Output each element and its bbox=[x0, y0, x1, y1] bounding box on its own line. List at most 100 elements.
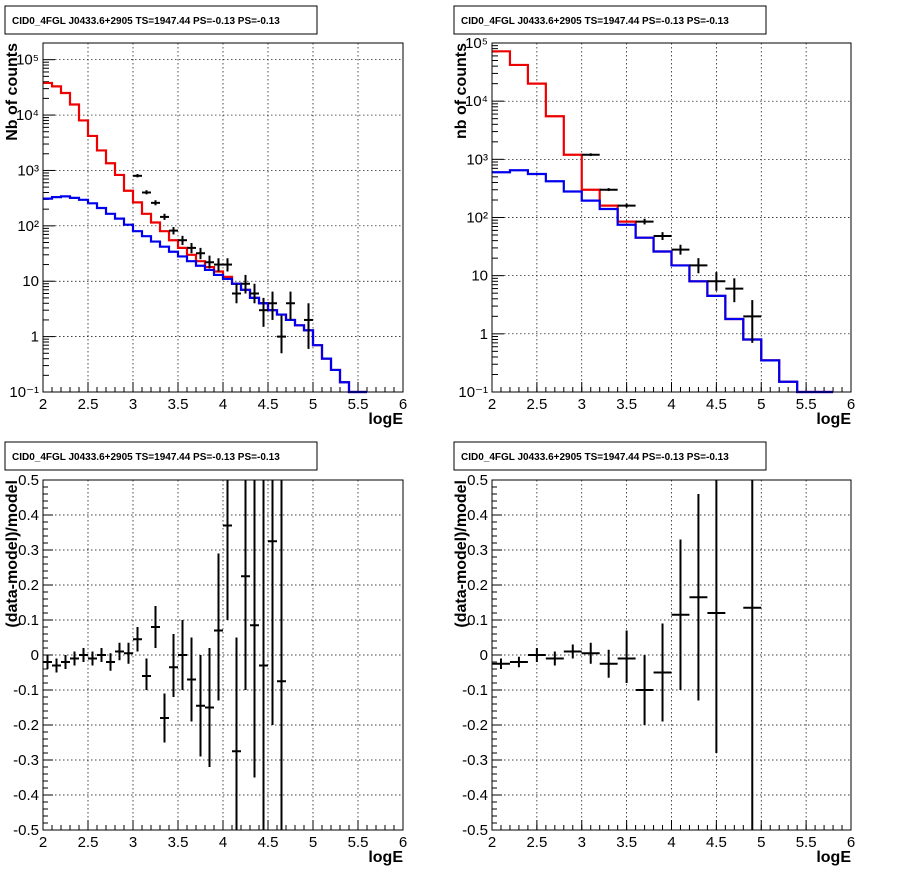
y-tick-label: -0.1 bbox=[462, 682, 488, 699]
data-point bbox=[151, 200, 160, 206]
data-point bbox=[635, 655, 654, 725]
chart-title: CID0_4FGL J0433.6+2905 TS=1947.44 PS=-0.… bbox=[12, 452, 280, 463]
y-tick-label: 0 bbox=[31, 647, 39, 664]
data-point bbox=[527, 648, 546, 662]
data-point bbox=[124, 642, 133, 664]
y-tick-label: 10³ bbox=[466, 151, 488, 168]
data-point bbox=[241, 274, 250, 294]
data-point bbox=[223, 258, 232, 272]
data-point bbox=[169, 634, 178, 697]
data-point bbox=[743, 300, 762, 343]
x-tick-label: 3 bbox=[129, 834, 137, 851]
x-tick-label: 5 bbox=[309, 396, 317, 413]
data-point bbox=[599, 649, 618, 678]
model-histogram-blue bbox=[43, 195, 367, 394]
data-point bbox=[250, 283, 259, 304]
x-axis-label: logE bbox=[816, 849, 851, 866]
data-point bbox=[509, 656, 528, 668]
data-point bbox=[142, 658, 151, 690]
data-point bbox=[133, 174, 142, 178]
data-point bbox=[178, 235, 187, 246]
y-axis-label: (data-model)/model bbox=[4, 480, 21, 628]
y-tick-label: 0.5 bbox=[18, 472, 39, 489]
data-point bbox=[671, 539, 690, 690]
data-point bbox=[223, 480, 232, 620]
plot-area bbox=[492, 480, 851, 830]
y-tick-label: 0.2 bbox=[18, 577, 39, 594]
x-tick-label: 2 bbox=[488, 834, 496, 851]
chart-panel-1: CID0_4FGL J0433.6+2905 TS=1947.44 PS=-0.… bbox=[4, 5, 407, 428]
data-point bbox=[214, 258, 223, 272]
data-point bbox=[196, 247, 205, 260]
data-point bbox=[160, 213, 169, 220]
title-box bbox=[453, 441, 767, 471]
y-tick-label: 0 bbox=[480, 647, 488, 664]
y-tick-label: 10² bbox=[466, 210, 488, 227]
x-tick-label: 2 bbox=[39, 396, 47, 413]
y-tick-label: -0.4 bbox=[13, 787, 39, 804]
data-point bbox=[689, 258, 708, 274]
data-point bbox=[178, 620, 187, 690]
y-tick-label: 0.2 bbox=[467, 577, 488, 594]
x-tick-label: 2 bbox=[488, 396, 496, 413]
x-tick-label: 5.5 bbox=[348, 834, 369, 851]
data-point bbox=[106, 653, 115, 671]
data-point bbox=[259, 480, 268, 830]
y-tick-label: -0.2 bbox=[462, 717, 488, 734]
y-tick-label: 0.3 bbox=[18, 542, 39, 559]
plot-area bbox=[43, 43, 403, 392]
y-tick-label: 0.5 bbox=[467, 472, 488, 489]
x-tick-label: 3.5 bbox=[616, 396, 637, 413]
data-point bbox=[196, 655, 205, 757]
data-point bbox=[70, 651, 79, 666]
data-point bbox=[581, 642, 600, 664]
data-point bbox=[214, 553, 223, 701]
data-point bbox=[187, 637, 196, 722]
y-tick-label: 0.4 bbox=[18, 507, 39, 524]
plot-frame bbox=[42, 479, 404, 831]
data-point bbox=[617, 203, 636, 208]
x-tick-label: 5 bbox=[309, 834, 317, 851]
x-tick-label: 2.5 bbox=[526, 834, 547, 851]
data-point bbox=[492, 658, 510, 669]
x-tick-label: 2 bbox=[39, 834, 47, 851]
y-tick-label: -0.2 bbox=[13, 717, 39, 734]
data-point bbox=[187, 242, 196, 254]
chart-title: CID0_4FGL J0433.6+2905 TS=1947.44 PS=-0.… bbox=[461, 452, 729, 463]
x-axis-label: logE bbox=[816, 411, 851, 428]
data-point bbox=[743, 480, 762, 830]
y-tick-label: 0.1 bbox=[467, 612, 488, 629]
data-point bbox=[88, 651, 97, 666]
x-tick-label: 5 bbox=[757, 396, 765, 413]
x-tick-label: 4 bbox=[219, 834, 227, 851]
data-point bbox=[599, 188, 618, 192]
x-tick-label: 4 bbox=[219, 396, 227, 413]
x-tick-label: 3 bbox=[578, 834, 586, 851]
x-axis-label: logE bbox=[368, 849, 403, 866]
title-box bbox=[4, 5, 318, 35]
x-tick-label: 3.5 bbox=[616, 834, 637, 851]
x-axis-label: logE bbox=[368, 411, 403, 428]
y-tick-label: 10 bbox=[471, 268, 488, 285]
y-tick-label: 0.1 bbox=[18, 612, 39, 629]
y-axis-label: (data-model)/model bbox=[453, 480, 470, 628]
data-point bbox=[268, 291, 277, 320]
x-tick-label: 2.5 bbox=[78, 396, 99, 413]
x-tick-label: 5.5 bbox=[796, 396, 817, 413]
chart-panel-3: CID0_4FGL J0433.6+2905 TS=1947.44 PS=-0.… bbox=[4, 441, 407, 866]
data-point bbox=[277, 315, 286, 354]
x-tick-label: 3 bbox=[129, 396, 137, 413]
y-tick-label: -0.3 bbox=[13, 752, 39, 769]
y-tick-label: 0.4 bbox=[467, 507, 488, 524]
model-histogram-blue bbox=[492, 169, 834, 394]
data-point bbox=[304, 303, 313, 349]
y-tick-label: 10⁵ bbox=[465, 35, 488, 52]
data-point bbox=[707, 272, 726, 291]
data-point bbox=[232, 637, 241, 830]
y-tick-label: 10² bbox=[17, 218, 39, 235]
plot-frame bbox=[42, 42, 404, 393]
y-tick-label: -0.5 bbox=[462, 822, 488, 839]
plot-frame bbox=[491, 479, 852, 831]
y-tick-label: 10⁴ bbox=[465, 93, 488, 110]
